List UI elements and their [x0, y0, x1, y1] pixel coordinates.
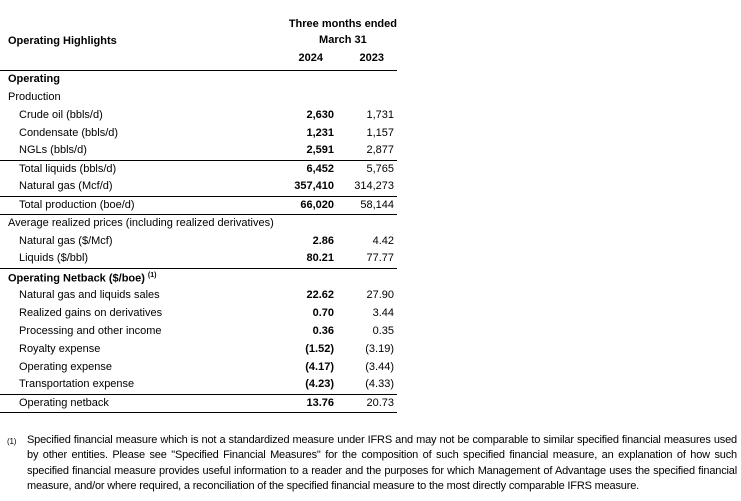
value-2024: (4.17) — [305, 360, 334, 373]
value-2023: 77.77 — [335, 250, 397, 269]
row-label: Natural gas and liquids sales — [19, 288, 160, 301]
column-header-2023: 2023 — [335, 50, 397, 71]
table-row: Operating — [0, 70, 397, 88]
row-label: Operating expense — [19, 360, 112, 373]
value-2024: 66,020 — [240, 196, 335, 215]
row-label: Transportation expense — [0, 376, 240, 395]
value-2023: (3.19) — [365, 342, 394, 355]
table-row: Total production (boe/d) 66,020 58,144 — [0, 196, 397, 215]
value-2024 — [240, 88, 335, 106]
table-row: Production — [0, 88, 397, 106]
row-label: Processing and other income — [19, 324, 162, 337]
row-label: Average realized prices (including reali… — [8, 216, 274, 229]
value-2024: 357,410 — [240, 178, 335, 197]
row-label: Total liquids (bbls/d) — [19, 162, 117, 175]
value-2024: (1.52) — [305, 342, 334, 355]
table-row: Natural gas and liquids sales 22.62 27.90 — [0, 286, 397, 304]
period-line-2: March 31 — [319, 34, 367, 46]
table-row: Natural gas (Mcf/d) 357,410 314,273 — [0, 178, 397, 197]
table-row: NGLs (bbls/d) 2,591 2,877 — [0, 142, 397, 161]
period-header-cell: Three months ended March 31 — [240, 14, 397, 50]
table-row: Operating netback 13.76 20.73 — [0, 394, 397, 413]
value-2023: 1,731 — [366, 108, 394, 121]
row-label: Natural gas (Mcf/d) — [0, 178, 240, 197]
value-2023 — [335, 214, 397, 232]
table-row: Operating Netback ($/boe) (1) — [0, 268, 397, 286]
row-label: Operating — [8, 72, 60, 85]
value-2023: 1,157 — [366, 126, 394, 139]
row-label: Operating netback — [0, 394, 240, 413]
row-label: Royalty expense — [19, 342, 101, 355]
operating-highlights-table: Operating Highlights Three months ended … — [0, 14, 397, 413]
value-2024: 2,630 — [306, 108, 334, 121]
row-label: Liquids ($/bbl) — [0, 250, 240, 269]
value-2023: 5,765 — [366, 162, 394, 175]
table-row: Processing and other income 0.36 0.35 — [0, 322, 397, 340]
value-2024: 22.62 — [306, 288, 334, 301]
table-row: Royalty expense (1.52) (3.19) — [0, 340, 397, 358]
empty-header-cell — [0, 50, 240, 71]
value-2024: 0.70 — [312, 306, 334, 319]
value-2023: 27.90 — [366, 288, 394, 301]
row-label: Natural gas ($/Mcf) — [19, 234, 113, 247]
value-2024: 6,452 — [306, 162, 334, 175]
table-header-row-years: 2024 2023 — [0, 50, 397, 71]
table-row: Transportation expense (4.23) (4.33) — [0, 376, 397, 395]
table-row: Natural gas ($/Mcf) 2.86 4.42 — [0, 232, 397, 250]
value-2024: 1,231 — [306, 126, 334, 139]
table-row: Total liquids (bbls/d) 6,452 5,765 — [0, 160, 397, 178]
value-2023: 0.35 — [372, 324, 394, 337]
table-row: Operating expense (4.17) (3.44) — [0, 358, 397, 376]
table-row: Liquids ($/bbl) 80.21 77.77 — [0, 250, 397, 269]
row-label: Condensate (bbls/d) — [19, 126, 119, 139]
value-2023 — [335, 88, 397, 106]
value-2024: 0.36 — [312, 324, 334, 337]
period-header: Three months ended March 31 — [289, 16, 397, 48]
value-2024: 80.21 — [240, 250, 335, 269]
value-2023: 20.73 — [335, 394, 397, 413]
row-label: Operating Netback ($/boe) (1) — [8, 271, 157, 285]
footnote-reference: (1) — [147, 271, 157, 279]
table-row: Realized gains on derivatives 0.70 3.44 — [0, 304, 397, 322]
value-2023 — [335, 268, 397, 286]
table-row: Condensate (bbls/d) 1,231 1,157 — [0, 124, 397, 142]
value-2024: (4.23) — [240, 376, 335, 395]
value-2024 — [240, 268, 335, 286]
footnote-marker: (1) — [7, 436, 17, 446]
value-2023: 314,273 — [335, 178, 397, 197]
value-2024: 2.86 — [312, 234, 334, 247]
table-title: Operating Highlights — [8, 35, 117, 47]
value-2024 — [240, 70, 335, 88]
footnote-text: Specified financial measure which is not… — [27, 433, 737, 493]
table-row: Average realized prices (including reali… — [0, 214, 397, 232]
value-2024: 2,591 — [240, 142, 335, 161]
value-2023 — [335, 70, 397, 88]
table-header-row-period: Operating Highlights Three months ended … — [0, 14, 397, 50]
table-row: Crude oil (bbls/d) 2,630 1,731 — [0, 106, 397, 124]
row-label: Realized gains on derivatives — [19, 306, 163, 319]
value-2024: 13.76 — [240, 394, 335, 413]
value-2023: 4.42 — [372, 234, 394, 247]
value-2023: (4.33) — [335, 376, 397, 395]
row-label: NGLs (bbls/d) — [0, 142, 240, 161]
value-2023: 2,877 — [335, 142, 397, 161]
period-line-1: Three months ended — [288, 18, 397, 30]
row-label: Crude oil (bbls/d) — [19, 108, 103, 121]
value-2023: (3.44) — [365, 360, 394, 373]
value-2023: 3.44 — [372, 306, 394, 319]
row-label: Total production (boe/d) — [0, 196, 240, 215]
footnote-1: (1) Specified financial measure which is… — [7, 433, 737, 495]
value-2023: 58,144 — [335, 196, 397, 215]
column-header-2024: 2024 — [240, 50, 335, 71]
row-label: Production — [8, 90, 61, 103]
